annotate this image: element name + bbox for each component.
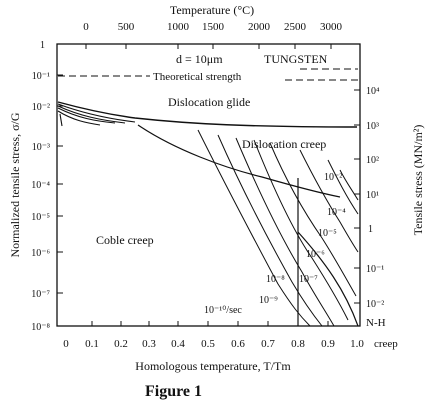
bottom-tick-1.0: 1.0 [350,338,364,350]
left-tick-1e-8: 10⁻⁸ [31,322,50,333]
rate-label-1e-10: 10⁻¹⁰/sec [204,305,242,316]
theoretical-strength-boundary: Theoretical strength [58,71,358,83]
theoretical-strength-label: Theoretical strength [153,71,242,83]
right-tick-1e4: 10⁴ [366,86,380,97]
top-axis-title: Temperature (°C) [170,3,254,17]
rate-label-1e-8: 10⁻⁸ [266,274,285,285]
glide-boundary [57,101,358,128]
coble-creep-label: Coble creep [96,233,154,247]
left-tick-1e-1: 10⁻¹ [32,71,50,82]
rate-label-1e-9: 10⁻⁹ [259,295,278,306]
left-tick-1e-6: 10⁻⁶ [31,248,50,259]
top-axis-ticks: 0 500 1000 1500 2000 2500 3000 [83,21,343,49]
bottom-end-label: creep [374,338,398,350]
bottom-tick-0.6: 0.6 [231,338,245,350]
right-tick-1e-1: 10⁻¹ [366,264,384,275]
figure-caption: Figure 1 [144,383,203,400]
left-axis-title: Normalized tensile stress, σ/G [8,112,22,257]
strain-rate-contours [197,129,359,327]
right-axis-ticks: 10⁴ 10³ 10² 10¹ 1 10⁻¹ 10⁻² [354,86,384,310]
bottom-tick-0.4: 0.4 [171,338,185,350]
bottom-tick-0.9: 0.9 [321,338,335,350]
rate-label-1e-5: 10⁻⁵ [318,228,337,239]
right-tick-1e3: 10³ [366,121,379,132]
nh-boundary-diagonal [297,231,359,327]
bottom-tick-0.3: 0.3 [142,338,156,350]
right-tick-1: 1 [368,224,373,235]
strain-rate-labels: 10⁻² 10⁻⁴ 10⁻⁵ 10⁻⁶ 10⁻⁷ 10⁻⁸ 10⁻⁹ 10⁻¹⁰… [204,172,346,316]
top-tick-500: 500 [118,21,135,33]
left-tick-1e-4: 10⁻⁴ [31,180,50,191]
bottom-tick-0: 0 [63,338,69,350]
top-tick-2000: 2000 [248,21,271,33]
right-tick-1e2: 10² [366,155,379,166]
rate-label-1e-2: 10⁻² [324,172,342,183]
nh-label: N-H [366,317,386,329]
dislocation-glide-label: Dislocation glide [168,95,250,109]
left-tick-1: 1 [40,40,45,51]
bottom-tick-0.2: 0.2 [114,338,128,350]
material-label: TUNGSTEN [264,52,328,66]
top-tick-2500: 2500 [284,21,307,33]
top-tick-1000: 1000 [167,21,190,33]
right-tick-1e-2: 10⁻² [366,299,384,310]
bottom-tick-0.8: 0.8 [291,338,305,350]
rate-label-1e-4: 10⁻⁴ [327,207,346,218]
rate-label-1e-7: 10⁻⁷ [299,274,318,285]
left-tick-1e-2: 10⁻² [32,102,50,113]
top-tick-3000: 3000 [320,21,343,33]
bottom-axis-ticks: 0 0.1 0.2 0.3 0.4 0.5 0.6 0.7 0.8 0.9 1.… [63,321,398,350]
top-tick-1500: 1500 [202,21,225,33]
right-axis-title: Tensile stress (MN/m²) [411,125,425,236]
left-axis-ticks: 1 10⁻¹ 10⁻² 10⁻³ 10⁻⁴ 10⁻⁵ 10⁻⁶ 10⁻⁷ 10⁻… [31,40,63,333]
creep-boundary [137,124,341,198]
grain-size-label: d = 10μm [176,52,223,66]
bottom-axis-title: Homologous temperature, T/Tm [135,359,291,373]
bottom-tick-0.7: 0.7 [261,338,275,350]
top-tick-0: 0 [83,21,89,33]
left-tick-1e-5: 10⁻⁵ [31,212,50,223]
right-tick-1e1: 10¹ [366,190,379,201]
left-tick-1e-7: 10⁻⁷ [31,289,50,300]
dislocation-creep-label: Dislocation creep [242,137,326,151]
left-tick-1e-3: 10⁻³ [32,142,50,153]
rate-label-1e-6: 10⁻⁶ [306,249,325,260]
bottom-tick-0.1: 0.1 [85,338,99,350]
bottom-tick-0.5: 0.5 [201,338,215,350]
